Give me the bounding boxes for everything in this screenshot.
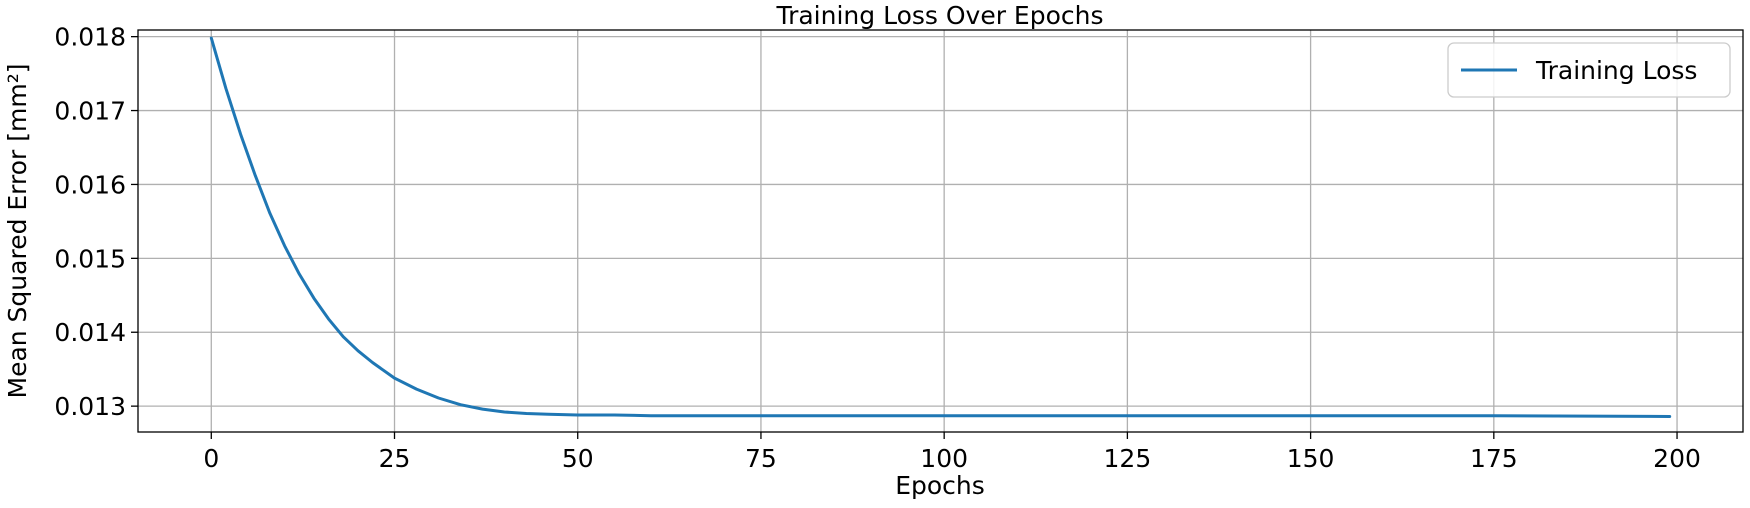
x-tick-label: 150 xyxy=(1287,444,1335,473)
y-tick-label: 0.013 xyxy=(54,392,126,421)
y-tick-label: 0.015 xyxy=(54,244,126,273)
legend-box xyxy=(1447,42,1731,98)
legend-label-training-loss: Training Loss xyxy=(1535,56,1697,85)
series-layer xyxy=(209,36,1672,418)
axis-ticks: 0 25 50 75 100 125 150 175 200 0.013 0.014 0.015 0.0… xyxy=(54,23,1700,473)
x-tick-label: 75 xyxy=(745,444,777,473)
x-tick-label: 25 xyxy=(379,444,411,473)
x-tick-label: 200 xyxy=(1653,444,1701,473)
x-tick-label: 0 xyxy=(203,444,219,473)
x-tick-label: 125 xyxy=(1104,444,1152,473)
chart-title: Training Loss Over Epochs xyxy=(775,1,1103,30)
y-axis-label: Mean Squared Error [mm²] xyxy=(3,63,32,398)
y-tick-label: 0.017 xyxy=(54,97,126,126)
y-tick-label: 0.014 xyxy=(54,318,126,347)
x-tick-label: 175 xyxy=(1470,444,1518,473)
x-tick-label: 100 xyxy=(920,444,968,473)
legend: Training Loss xyxy=(1447,42,1731,98)
x-axis-label: Epochs xyxy=(895,471,985,500)
grid xyxy=(138,30,1743,432)
plot-frame xyxy=(137,29,1744,433)
y-tick-label: 0.016 xyxy=(54,170,126,199)
y-tick-label: 0.018 xyxy=(54,23,126,52)
series-line-training-loss xyxy=(209,36,1672,418)
x-tick-label: 50 xyxy=(562,444,594,473)
